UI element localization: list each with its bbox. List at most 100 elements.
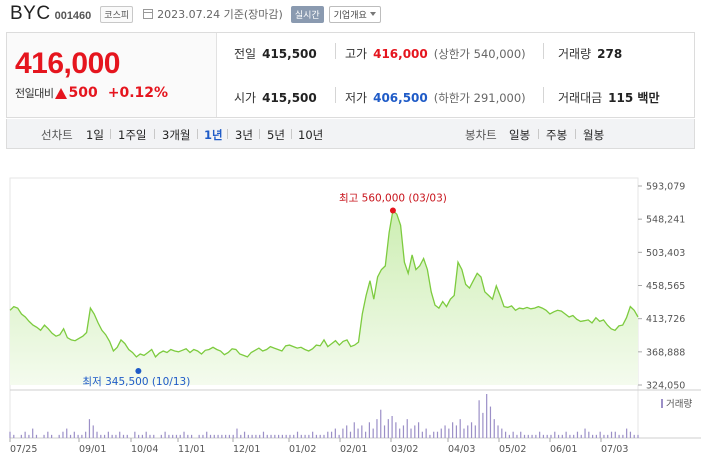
volume-bar: [618, 434, 620, 438]
volume-bar: [202, 434, 204, 438]
company-overview-dropdown[interactable]: 기업개요: [328, 5, 381, 23]
volume-bar: [489, 406, 492, 438]
volume-bar: [470, 422, 473, 438]
volume-bar: [603, 434, 605, 438]
volume-bar: [629, 431, 632, 438]
volume-bar: [330, 431, 333, 438]
tab-1y[interactable]: 1년: [204, 128, 223, 142]
stock-code: 001460: [54, 9, 92, 22]
volume-bar: [285, 434, 287, 438]
stat-label: 고가: [345, 47, 368, 61]
volume-bar: [323, 434, 325, 438]
volume-bar: [595, 434, 597, 438]
volume-bar: [399, 428, 401, 438]
tab-daily[interactable]: 일봉: [509, 128, 531, 142]
volume-bar: [436, 431, 439, 438]
stat-value: 406,500: [373, 91, 428, 105]
volume-bar: [353, 422, 355, 438]
volume-bar: [73, 431, 75, 438]
volume-bar: [232, 434, 234, 438]
volume-bar: [190, 434, 193, 438]
volume-bar: [380, 409, 382, 438]
volume-bar: [357, 428, 359, 438]
chart-annotations: 최고 560,000 (03/03) 최저 345,500 (10/13) 거래…: [82, 192, 692, 410]
volume-bar: [304, 434, 306, 438]
volume-bar: [459, 419, 461, 438]
volume-bar: [580, 434, 582, 438]
volume-bar: [463, 428, 465, 438]
x-tick-label: 01/02: [289, 444, 316, 455]
volume-bar: [342, 428, 344, 438]
volume-bar: [607, 434, 609, 438]
volume-bar: [293, 434, 295, 438]
plot-frame: [9, 177, 639, 439]
y-tick-label: 413,726: [646, 314, 685, 325]
volume-bar: [512, 431, 514, 438]
stat-prev-close: 전일 415,500: [234, 45, 317, 62]
volume-bar: [637, 434, 639, 438]
tab-5y[interactable]: 5년: [267, 128, 285, 142]
volume-bar: [520, 431, 522, 438]
volume-bar: [100, 434, 102, 438]
high-annotation: 최고 560,000 (03/03): [339, 192, 447, 204]
y-tick-label: 503,403: [646, 248, 685, 259]
volume-bar: [225, 434, 227, 438]
volume-bar: [414, 425, 416, 438]
volume-bar: [236, 428, 238, 438]
tab-divider: [197, 129, 198, 139]
volume-bar: [440, 428, 442, 438]
volume-bar: [334, 428, 336, 438]
volume-bar: [62, 431, 64, 438]
volume-bar: [198, 434, 200, 438]
volume-bar: [338, 434, 340, 438]
volume-bar: [542, 434, 545, 438]
quote-panel: 416,000 전일대비 500 +0.12% 전일 415,500 고가 41…: [6, 32, 695, 118]
x-tick-label: 11/01: [178, 444, 205, 455]
tab-divider: [538, 129, 539, 139]
x-tick-label: 06/01: [550, 444, 577, 455]
price-chart[interactable]: 593,079 548,241 503,403 458,565 413,726 368,8…: [0, 152, 701, 469]
x-tick-label: 03/02: [391, 444, 418, 455]
volume-bar: [576, 431, 579, 438]
volume-bar: [501, 428, 503, 438]
company-overview-label: 기업개요: [333, 10, 367, 21]
stat-value: 415,500: [262, 47, 317, 61]
volume-bar: [448, 428, 450, 438]
volume-bar: [122, 434, 125, 438]
volume-bar: [417, 422, 420, 438]
volume-bar: [531, 434, 533, 438]
realtime-button[interactable]: 실시간: [290, 5, 324, 23]
volume-bar: [452, 422, 454, 438]
volume-bar: [573, 434, 575, 438]
volume-bar: [96, 431, 98, 438]
x-axis-labels: 07/25 09/01 10/04 11/01 12/01 01/02 02/01 03/02…: [9, 438, 628, 455]
volume-bar: [410, 428, 412, 438]
divider: [543, 87, 544, 103]
tab-1d[interactable]: 1일: [86, 128, 104, 142]
tab-3y[interactable]: 3년: [235, 128, 253, 142]
volume-bar: [327, 431, 329, 438]
volume-bar: [111, 434, 113, 438]
volume-bar: [262, 431, 265, 438]
volume-bar: [406, 419, 408, 438]
volume-bar: [349, 431, 352, 438]
tab-weekly[interactable]: 주봉: [546, 128, 568, 142]
volume-bar: [467, 425, 469, 438]
volume-bar: [421, 431, 423, 438]
volume-bar: [107, 431, 109, 438]
tab-10y[interactable]: 10년: [298, 128, 324, 142]
volume-bar: [243, 431, 246, 438]
volume-bar: [20, 434, 22, 438]
candle-chart-label: 봉차트: [465, 128, 497, 142]
quote-stats: 전일 415,500 고가 416,000 (상한가 540,000) 거래량 …: [217, 33, 694, 117]
volume-bar: [622, 434, 624, 438]
volume-bar: [588, 431, 590, 438]
volume-bar: [164, 431, 166, 438]
tab-3m[interactable]: 3개월: [162, 128, 191, 142]
tab-monthly[interactable]: 월봉: [583, 128, 605, 142]
y-tick-label: 458,565: [646, 281, 685, 292]
volume-bar: [425, 428, 427, 438]
volume-bar: [85, 431, 87, 438]
tab-1w[interactable]: 1주일: [118, 128, 147, 142]
volume-bar: [13, 434, 15, 438]
